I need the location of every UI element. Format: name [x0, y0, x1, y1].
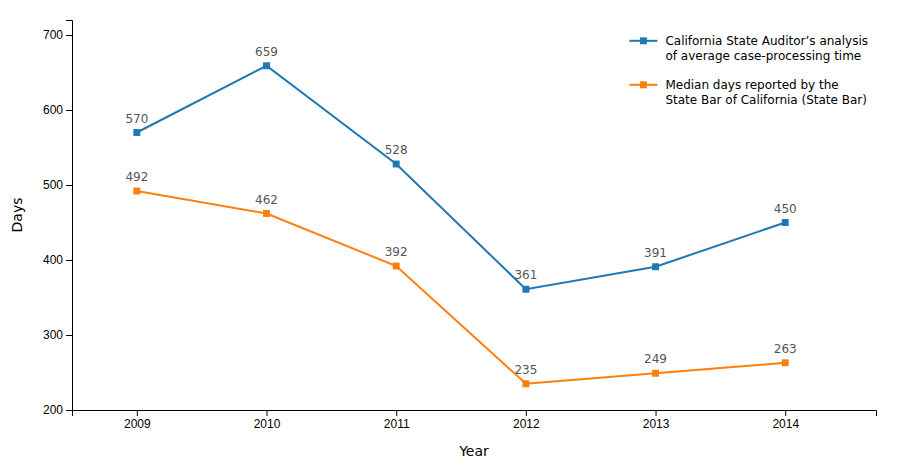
x-tick: 2011 — [384, 410, 410, 431]
y-tick: 200 — [43, 403, 72, 417]
x-tick-label: 2011 — [384, 417, 410, 431]
y-tick: 500 — [43, 178, 72, 192]
data-label: 450 — [774, 202, 797, 216]
series-marker — [522, 380, 529, 387]
series-marker — [133, 129, 140, 136]
y-axis: 200 300 400 500 600 700 — [43, 21, 73, 418]
series-marker — [522, 286, 529, 293]
data-label: 235 — [514, 363, 537, 377]
data-label: 392 — [385, 245, 408, 259]
series-marker — [393, 161, 400, 168]
x-tick-label: 2010 — [254, 417, 281, 431]
data-label: 361 — [514, 268, 537, 282]
series-marker — [263, 210, 270, 217]
x-tick: 2013 — [643, 410, 670, 431]
x-tick-mark — [396, 410, 397, 416]
y-tick: 600 — [43, 103, 72, 117]
y-tick-mark — [66, 335, 72, 336]
x-tick-mark — [526, 410, 527, 416]
y-tick-mark — [66, 260, 72, 261]
legend-entry: Median days reported by theState Bar of … — [629, 78, 867, 107]
x-tick-mark — [785, 410, 786, 416]
x-axis: 2009 2010 2011 2012 2013 2014 — [73, 410, 877, 431]
x-axis-title: Year — [458, 443, 489, 459]
data-label: 659 — [255, 45, 278, 59]
y-tick-label: 200 — [43, 403, 63, 417]
x-tick-label: 2013 — [643, 417, 670, 431]
series-marker — [393, 263, 400, 270]
x-tick: 2014 — [772, 410, 799, 431]
legend-label-line: Median days reported by the — [665, 78, 838, 92]
x-tick-label: 2012 — [513, 417, 540, 431]
legend-label: California State Auditor’s analysisof av… — [665, 34, 868, 63]
y-tick-label: 300 — [43, 328, 63, 342]
y-tick: 400 — [43, 253, 72, 267]
data-label: 570 — [125, 112, 148, 126]
legend-marker — [640, 37, 647, 44]
series-marker — [133, 188, 140, 195]
data-label: 462 — [255, 193, 278, 207]
x-tick-label: 2009 — [124, 417, 151, 431]
series-marker — [782, 359, 789, 366]
x-tick-mark — [656, 410, 657, 416]
marks — [133, 62, 788, 387]
x-tick-mark — [137, 410, 138, 416]
y-tick: 700 — [43, 28, 72, 42]
y-tick-mark — [66, 410, 72, 411]
legend-label: Median days reported by theState Bar of … — [665, 78, 867, 107]
chart: 2009 2010 2011 2012 2013 2014 200 300 400 500 600 7… — [0, 0, 900, 472]
x-axis-line — [73, 411, 877, 417]
data-label: 391 — [644, 246, 667, 260]
y-tick-mark — [66, 185, 72, 186]
legend-label-line: of average case-processing time — [665, 49, 861, 63]
data-label: 528 — [385, 143, 408, 157]
legend-label-line: California State Auditor’s analysis — [665, 34, 868, 48]
legend-entry: California State Auditor’s analysisof av… — [629, 34, 868, 63]
y-axis-title: Days — [9, 198, 25, 233]
x-tick: 2009 — [124, 410, 151, 431]
y-tick-label: 500 — [43, 178, 63, 192]
series-marker — [652, 370, 659, 377]
data-label: 263 — [774, 342, 797, 356]
x-tick: 2012 — [513, 410, 540, 431]
y-tick-mark — [66, 110, 72, 111]
x-tick-label: 2014 — [772, 417, 799, 431]
data-label: 492 — [125, 170, 148, 184]
y-tick-label: 700 — [43, 28, 63, 42]
series-marker — [782, 219, 789, 226]
x-tick: 2010 — [254, 410, 281, 431]
y-tick-mark — [66, 35, 72, 36]
series-line — [137, 191, 785, 384]
y-tick: 300 — [43, 328, 72, 342]
y-axis-line — [66, 21, 73, 411]
legend: California State Auditor’s analysisof av… — [629, 34, 868, 107]
y-tick-label: 400 — [43, 253, 63, 267]
data-label: 249 — [644, 352, 667, 366]
y-tick-label: 600 — [43, 103, 63, 117]
legend-label-line: State Bar of California (State Bar) — [665, 93, 867, 107]
plot-area: 2009 2010 2011 2012 2013 2014 200 300 400 500 600 7… — [9, 21, 877, 460]
series-marker — [652, 263, 659, 270]
legend-marker — [640, 81, 647, 88]
series-marker — [263, 62, 270, 69]
x-tick-mark — [267, 410, 268, 416]
